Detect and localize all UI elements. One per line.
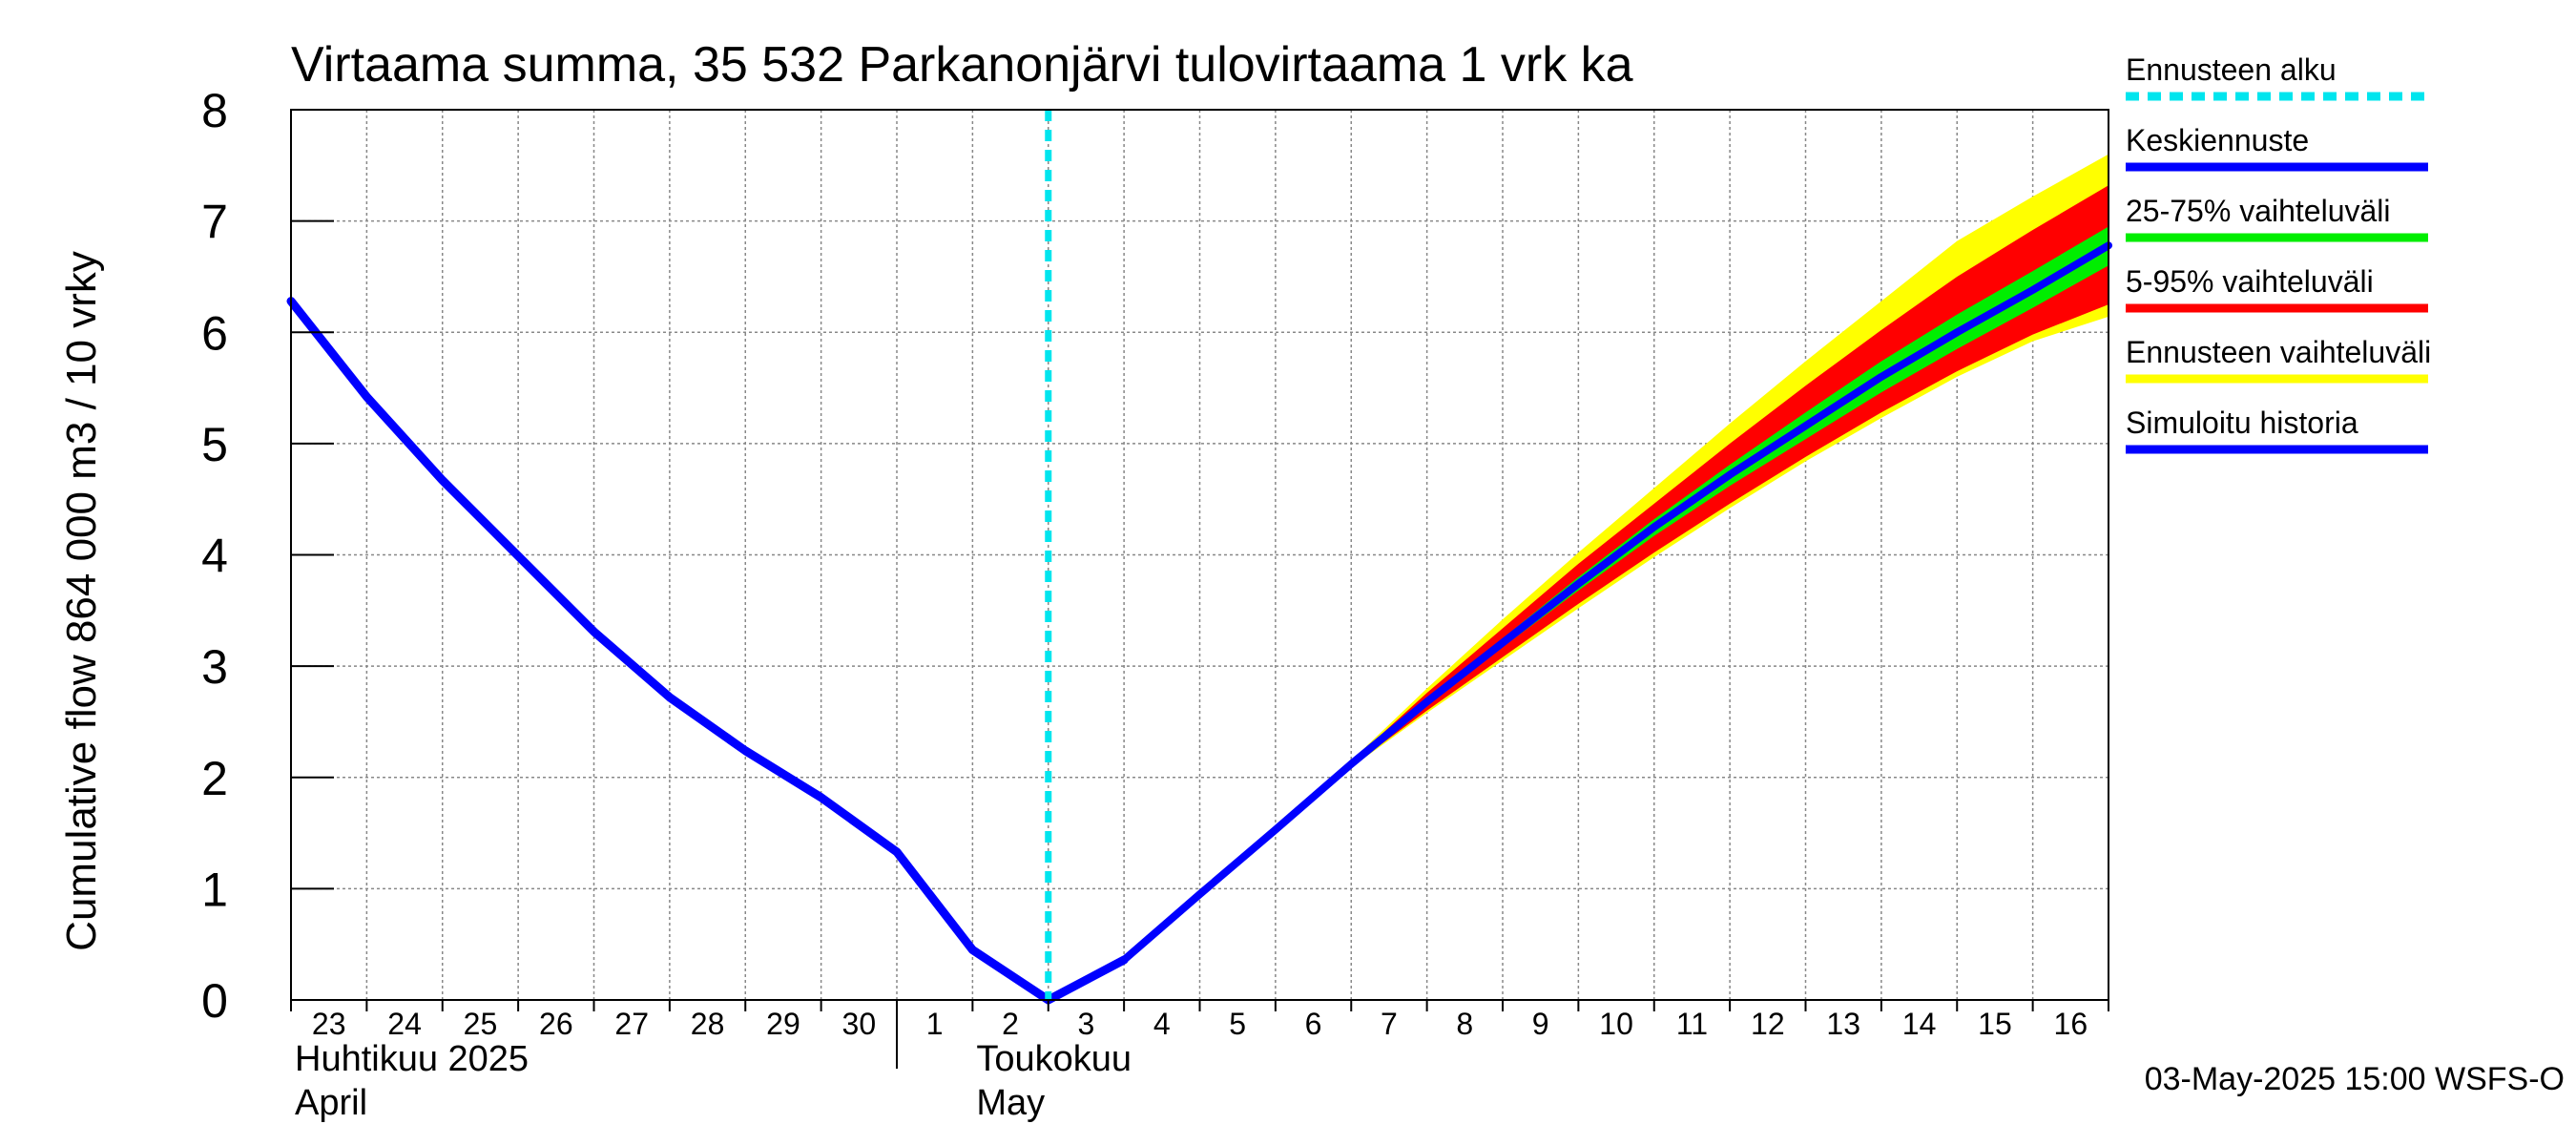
legend-label: Ennusteen vaihteluväli: [2126, 335, 2431, 369]
x-tick-label: 24: [387, 1007, 422, 1041]
y-tick-labels: 0 1 2 3 4 5 6 7 8: [201, 84, 228, 1028]
timestamp-footer: 03-May-2025 15:00 WSFS-O: [2145, 1061, 2565, 1097]
legend-label: Ennusteen alku: [2126, 52, 2337, 87]
x-tick-label: 2: [1002, 1007, 1019, 1041]
x-tick-label: 12: [1751, 1007, 1785, 1041]
x-tick-label: 29: [766, 1007, 800, 1041]
x-tick-label: 25: [464, 1007, 498, 1041]
chart-title: Virtaama summa, 35 532 Parkanonjärvi tul…: [291, 37, 1633, 93]
x-tick-label: 26: [539, 1007, 573, 1041]
legend-label: Keskiennuste: [2126, 123, 2309, 157]
legend-label: 25-75% vaihteluväli: [2126, 194, 2391, 228]
x-tick-label: 9: [1532, 1007, 1549, 1041]
x-tick-label: 15: [1978, 1007, 2012, 1041]
axes: [290, 109, 2109, 1069]
y-tick-label: 4: [201, 530, 228, 583]
median-forecast-line: [1120, 241, 2112, 965]
x-tick-label: 6: [1305, 1007, 1322, 1041]
x-tick-label: 5: [1229, 1007, 1246, 1041]
x-tick-label: 27: [614, 1007, 649, 1041]
x-tick-label: 13: [1826, 1007, 1860, 1041]
x-tick-label: 8: [1456, 1007, 1473, 1041]
x-tick-labels: 23 24 25 26 27 28 29 30 1 2 3 4 5 6 7 8 9 10 11 12 13 14 15 16: [312, 1007, 2088, 1041]
x-tick-label: 4: [1153, 1007, 1171, 1041]
y-tick-label: 7: [201, 196, 228, 249]
y-tick-label: 1: [201, 863, 228, 916]
month-label-fi: Huhtikuu 2025: [295, 1039, 529, 1079]
legend-label: 5-95% vaihteluväli: [2126, 264, 2374, 299]
plot-area: [291, 110, 2109, 1000]
y-tick-label: 0: [201, 974, 228, 1028]
month-label-en: April: [295, 1083, 367, 1123]
y-tick-label: 8: [201, 84, 228, 137]
x-tick-label: 11: [1676, 1007, 1708, 1041]
y-axis-label: Cumulative flow 864 000 m3 / 10 vrky: [58, 251, 105, 951]
x-tick-label: 16: [2054, 1007, 2088, 1041]
x-tick-label: 30: [842, 1007, 877, 1041]
month-label-fi: Toukokuu: [976, 1039, 1132, 1079]
x-tick-label: 23: [312, 1007, 346, 1041]
y-tick-label: 6: [201, 306, 228, 360]
plot-background: [291, 110, 2109, 1000]
x-tick-label: 3: [1078, 1007, 1095, 1041]
x-tick-label: 28: [691, 1007, 725, 1041]
x-tick-label: 1: [926, 1007, 944, 1041]
flow-lines: [286, 110, 2112, 1005]
x-tick-label: 14: [1902, 1007, 1937, 1041]
band-25-75: [1351, 226, 2109, 764]
history-line: [286, 297, 1129, 1005]
y-tick-label: 5: [201, 418, 228, 471]
legend: Ennusteen alku Keskiennuste 25-75% vaihtel…: [2126, 52, 2431, 454]
x-tick-label: 7: [1381, 1007, 1398, 1041]
y-tick-label: 3: [201, 640, 228, 694]
x-tick-label: 10: [1599, 1007, 1633, 1041]
month-label-en: May: [976, 1083, 1045, 1123]
y-tick-label: 2: [201, 752, 228, 805]
legend-label: Simuloitu historia: [2126, 406, 2358, 440]
